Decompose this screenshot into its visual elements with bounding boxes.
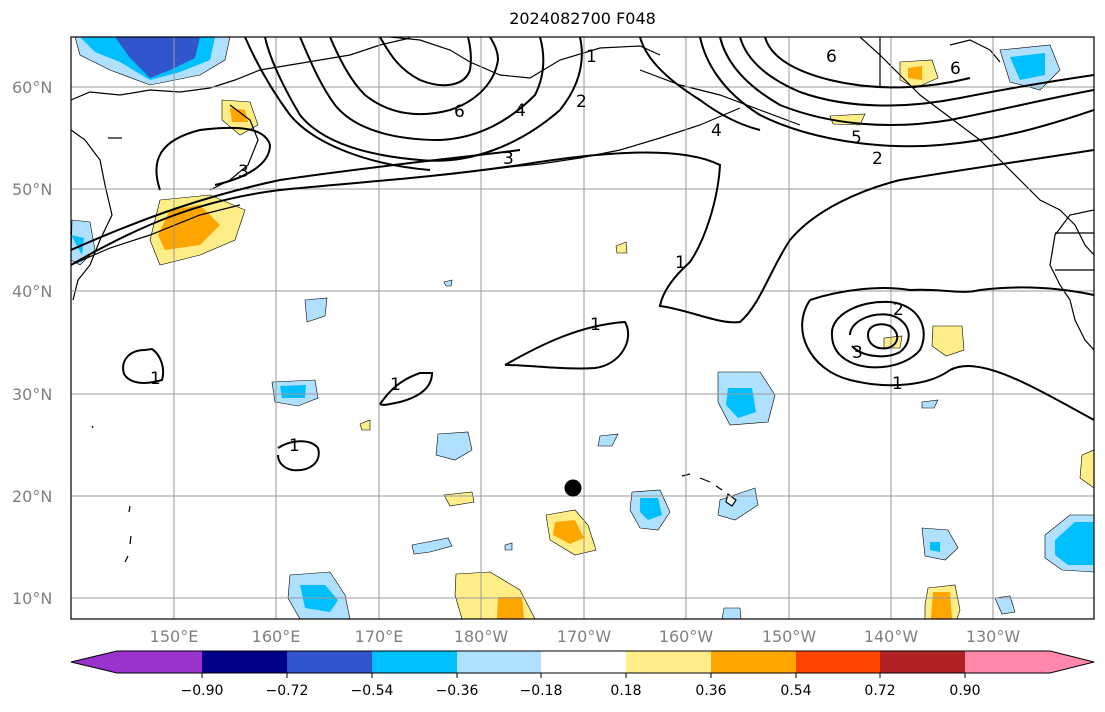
lat-label: 60°N <box>12 78 52 97</box>
lon-label: 160°W <box>659 627 714 646</box>
contour-label: 1 <box>590 315 601 335</box>
map-title: 2024082700 F048 <box>509 9 656 28</box>
colorbar-tick-label: 0.36 <box>695 683 726 699</box>
lon-label: 150°W <box>762 627 817 646</box>
contour-label-group: 1 6 4 2 3 3 4 6 5 2 6 1 1 2 3 1 1 1 1 <box>150 47 961 456</box>
colorbar-tick-label: −0.72 <box>266 683 309 699</box>
colorbar-swatch <box>626 651 711 673</box>
lon-label: 180°W <box>454 627 509 646</box>
map-frame <box>70 36 1095 620</box>
contour-label: 6 <box>950 59 961 79</box>
lat-label: 30°N <box>12 385 52 404</box>
contour-label: 1 <box>892 374 903 394</box>
colorbar-swatch <box>457 651 541 673</box>
colorbar-swatch <box>1050 651 1094 673</box>
colorbar-tick-label: −0.54 <box>351 683 394 699</box>
lat-label: 20°N <box>12 487 52 506</box>
colorbar-swatch <box>796 651 880 673</box>
lon-label: 170°W <box>557 627 612 646</box>
lat-label: 10°N <box>12 589 52 608</box>
contour-label: 1 <box>150 369 161 389</box>
colorbar-swatch <box>117 651 202 673</box>
colorbar-swatch <box>711 651 796 673</box>
colorbar-tick-label: −0.18 <box>520 683 563 699</box>
contour-label: 6 <box>454 102 465 122</box>
contour-label: 6 <box>826 47 837 67</box>
colorbar-tick-label: 0.72 <box>864 683 895 699</box>
lon-label: 170°E <box>355 627 404 646</box>
contour-label: 3 <box>852 343 863 363</box>
contour-label: 1 <box>675 253 686 273</box>
contour-label: 2 <box>893 300 904 320</box>
contour-lines <box>71 37 1094 472</box>
colorbar-swatch <box>71 651 117 673</box>
contour-label: 4 <box>515 101 526 121</box>
contour-label: 3 <box>238 162 249 182</box>
lon-label: 150°E <box>150 627 199 646</box>
lon-label: 140°W <box>864 627 919 646</box>
lat-label: 40°N <box>12 282 52 301</box>
contour-label: 1 <box>586 47 597 67</box>
contour-label: 2 <box>576 92 587 112</box>
colorbar-tick-label: −0.90 <box>181 683 224 699</box>
storm-center-marker <box>564 479 582 497</box>
lon-label: 160°E <box>252 627 301 646</box>
colorbar: −0.90 −0.72 −0.54 −0.36 −0.18 0.18 0.36 … <box>70 650 1095 699</box>
colorbar-swatch <box>541 651 626 673</box>
colorbar-swatch <box>880 651 965 673</box>
contour-label: 5 <box>851 128 862 148</box>
colorbar-tick-label: 0.54 <box>780 683 811 699</box>
colorbar-tick-label: 0.18 <box>610 683 641 699</box>
gridlines <box>71 37 1094 619</box>
colorbar-tick-label: 0.90 <box>949 683 980 699</box>
colorbar-swatch <box>372 651 457 673</box>
contour-label: 1 <box>289 436 300 456</box>
contour-label: 1 <box>390 375 401 395</box>
colorbar-swatch <box>287 651 372 673</box>
latitude-labels: 60°N 50°N 40°N 30°N 20°N 10°N <box>12 78 52 608</box>
longitude-labels: 150°E 160°E 170°E 180°W 170°W 160°W 150°… <box>150 627 1021 646</box>
lon-label: 130°W <box>966 627 1021 646</box>
colorbar-tick-label: −0.36 <box>436 683 479 699</box>
contour-label: 3 <box>503 149 514 169</box>
contour-label: 2 <box>872 149 883 169</box>
map-plot-area: 1 6 4 2 3 3 4 6 5 2 6 1 1 2 3 1 1 1 1 <box>71 37 1094 619</box>
colorbar-swatch <box>965 651 1050 673</box>
colorbar-swatch <box>202 651 287 673</box>
colorbar-outline <box>70 650 1095 674</box>
contour-label: 4 <box>711 121 722 141</box>
lat-label: 50°N <box>12 180 52 199</box>
